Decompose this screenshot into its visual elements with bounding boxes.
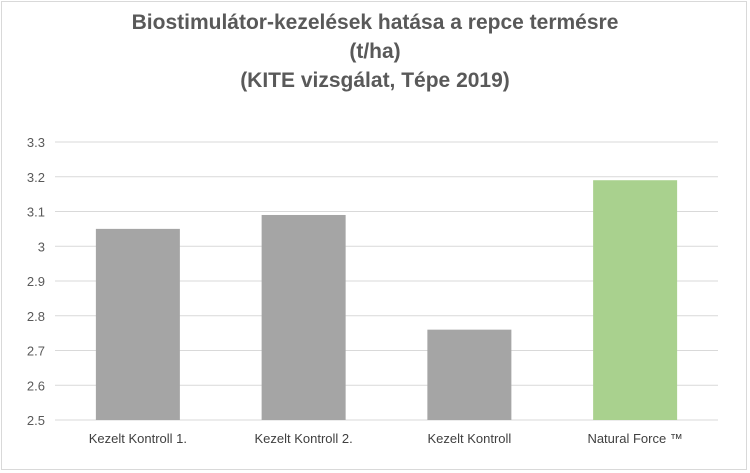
- x-axis-category-labels: Kezelt Kontroll 1. Kezelt Kontroll 2. Keze…: [89, 431, 683, 446]
- bar: [261, 214, 346, 420]
- y-tick-label: 2.7: [27, 344, 45, 359]
- bar: [95, 228, 180, 420]
- y-tick-label: 3.1: [27, 205, 45, 220]
- bar: [427, 329, 512, 420]
- y-axis-tick-labels: 2.5 2.6 2.7 2.8 2.9 3 3.1 3.2 3.3: [27, 135, 45, 428]
- chart-title-line-1: Biostimulátor-kezelések hatása a repce t…: [131, 11, 619, 34]
- y-tick-label: 3: [38, 239, 45, 254]
- bar: [593, 180, 678, 420]
- x-category-label: Natural Force ™: [587, 431, 682, 446]
- chart-title: Biostimulátor-kezelések hatása a repce t…: [0, 8, 750, 95]
- y-tick-label: 3.2: [27, 170, 45, 185]
- x-category-label: Kezelt Kontroll 1.: [89, 431, 187, 446]
- x-category-label: Kezelt Kontroll 2.: [254, 431, 352, 446]
- y-tick-label: 2.9: [27, 274, 45, 289]
- y-tick-label: 2.5: [27, 413, 45, 428]
- chart-title-line-3: (KITE vizsgálat, Tépe 2019): [240, 69, 510, 92]
- x-category-label: Kezelt Kontroll: [427, 431, 511, 446]
- bars: [95, 180, 678, 420]
- y-tick-label: 2.8: [27, 309, 45, 324]
- y-tick-label: 2.6: [27, 378, 45, 393]
- y-tick-label: 3.3: [27, 135, 45, 150]
- chart-title-line-2: (t/ha): [349, 40, 401, 63]
